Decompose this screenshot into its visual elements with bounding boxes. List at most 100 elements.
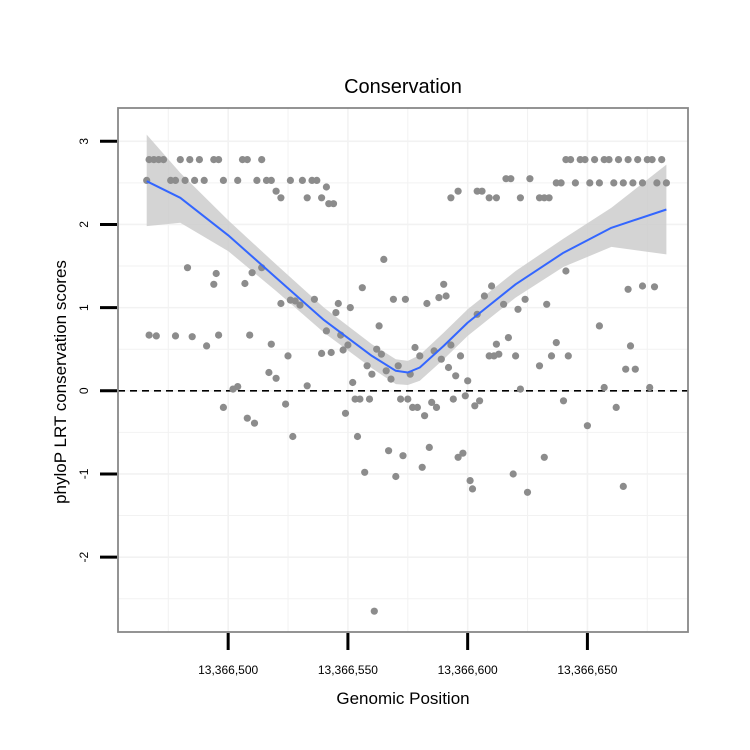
data-point <box>626 342 635 350</box>
data-point <box>619 482 627 490</box>
data-point <box>540 453 548 461</box>
data-point <box>250 419 259 427</box>
data-point <box>296 301 304 309</box>
data-point <box>442 292 450 300</box>
data-point <box>298 176 306 184</box>
x-tick-label: 13,366,600 <box>438 663 498 677</box>
data-point <box>191 176 199 184</box>
data-point <box>447 194 455 202</box>
data-point <box>622 365 630 373</box>
data-point <box>219 176 227 184</box>
data-point <box>492 340 500 348</box>
data-point <box>377 350 385 358</box>
y-tick-label: 0 <box>77 387 91 394</box>
data-point <box>638 282 647 290</box>
data-point <box>322 183 330 191</box>
data-point <box>313 176 321 184</box>
data-point <box>380 255 388 263</box>
data-point <box>535 362 544 370</box>
data-point <box>437 355 445 363</box>
data-point <box>389 295 397 303</box>
data-point <box>466 477 474 485</box>
data-point <box>511 352 520 360</box>
data-point <box>543 300 551 308</box>
x-axis: 13,366,500 13,366,550 13,366,600 13,366,650 <box>198 633 618 677</box>
data-point <box>341 409 350 417</box>
data-point <box>624 285 632 293</box>
y-tick-label: 2 <box>77 221 91 228</box>
data-point <box>547 352 556 360</box>
data-point <box>258 156 266 164</box>
data-point <box>215 156 223 164</box>
y-axis: -2 -1 0 1 2 3 <box>77 138 117 562</box>
data-point <box>521 295 529 303</box>
data-points <box>143 156 671 615</box>
data-point <box>289 432 297 441</box>
data-point <box>600 383 608 392</box>
data-point <box>452 372 460 380</box>
data-point <box>567 156 575 164</box>
data-point <box>468 485 477 493</box>
data-point <box>215 331 223 339</box>
data-point <box>658 156 666 164</box>
data-point <box>454 187 462 195</box>
data-point <box>464 377 472 385</box>
data-point <box>413 403 421 411</box>
data-point <box>181 176 189 184</box>
data-point <box>332 309 340 317</box>
data-point <box>634 156 642 164</box>
data-point <box>272 187 280 195</box>
data-point <box>385 447 393 455</box>
data-point <box>152 332 160 340</box>
chart-title: Conservation <box>344 76 462 98</box>
data-point <box>562 267 570 275</box>
data-point <box>382 367 390 375</box>
data-point <box>188 333 196 341</box>
data-point <box>246 331 254 339</box>
data-point <box>586 179 594 187</box>
data-point <box>186 156 194 164</box>
y-axis-title: phyloP LRT conservation scores <box>51 260 70 504</box>
data-point <box>277 299 285 308</box>
data-point <box>195 156 203 164</box>
smooth-fit-line <box>146 180 667 374</box>
x-axis-title: Genomic Position <box>336 689 469 708</box>
data-point <box>159 156 168 164</box>
data-point <box>581 156 589 164</box>
data-point <box>564 352 572 360</box>
data-point <box>286 176 294 184</box>
data-point <box>595 322 604 330</box>
data-point <box>461 392 469 400</box>
data-point <box>492 194 500 202</box>
data-point <box>387 375 395 383</box>
data-point <box>591 156 599 164</box>
data-point <box>545 194 553 202</box>
data-point <box>449 395 457 403</box>
data-point <box>648 156 656 164</box>
data-point <box>631 365 639 373</box>
data-point <box>171 176 180 184</box>
data-point <box>318 349 326 357</box>
data-point <box>629 179 637 187</box>
y-tick-label: 1 <box>77 304 91 311</box>
confidence-band <box>146 134 667 385</box>
data-point <box>284 352 292 360</box>
data-point <box>401 295 409 303</box>
data-point <box>614 156 623 164</box>
data-point <box>504 334 512 342</box>
data-point <box>509 470 517 478</box>
data-point <box>653 179 661 187</box>
data-point <box>248 269 256 277</box>
data-point <box>612 403 620 411</box>
data-point <box>344 341 352 349</box>
data-point <box>277 194 285 202</box>
data-point <box>363 362 371 370</box>
data-point <box>552 339 560 347</box>
data-point <box>514 305 522 313</box>
data-point <box>638 179 647 187</box>
data-point <box>234 383 242 391</box>
data-point <box>478 187 486 195</box>
data-point <box>265 368 273 377</box>
data-point <box>349 378 357 387</box>
